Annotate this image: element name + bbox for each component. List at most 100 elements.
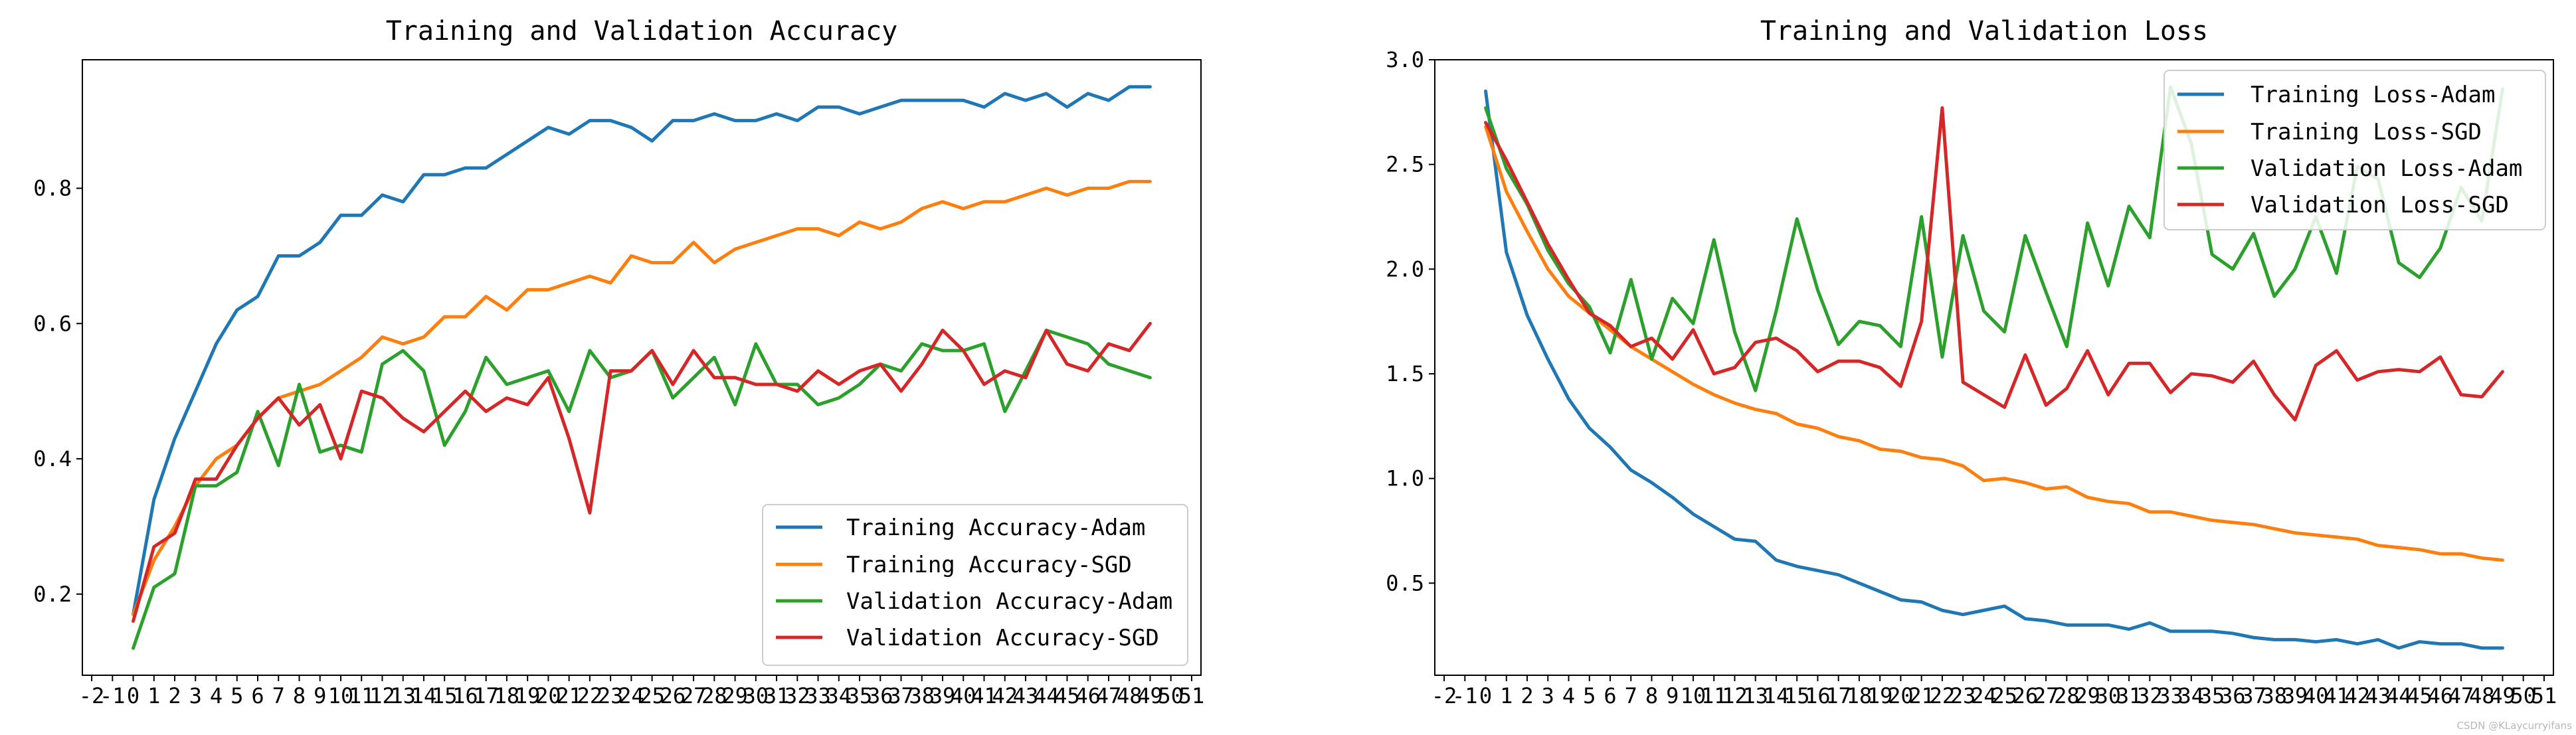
accuracy-x-tick-label: 7	[272, 683, 285, 708]
loss-x-tick-label: 44	[2386, 683, 2412, 708]
accuracy-x-tick-label: 12	[369, 683, 395, 708]
accuracy-y-tick-label: 0.4	[33, 446, 72, 471]
accuracy-chart-title: Training and Validation Accuracy	[386, 16, 898, 46]
loss-y-tick-label: 1.0	[1386, 466, 1424, 491]
accuracy-x-tick-label: 33	[805, 683, 831, 708]
accuracy-x-tick-label: 25	[639, 683, 665, 708]
series-line-validation-loss-adam	[1484, 85, 2504, 392]
accuracy-x-tick-label: 14	[411, 683, 437, 708]
legend-label-training-accuracy-adam: Training Accuracy-Adam	[846, 515, 1145, 541]
accuracy-x-tick-label: 30	[743, 683, 769, 708]
loss-plot-frame	[1434, 59, 2554, 676]
accuracy-x-tick-label: 28	[701, 683, 727, 708]
accuracy-x-tick-label: 11	[349, 683, 375, 708]
accuracy-x-tick-label: 8	[293, 683, 306, 708]
accuracy-x-tick-label: 3	[189, 683, 202, 708]
loss-x-tick-label: 18	[1847, 683, 1873, 708]
loss-x-tick-label: 29	[2074, 683, 2100, 708]
accuracy-x-tick-label: 2	[168, 683, 181, 708]
accuracy-x-tick-label: 24	[618, 683, 644, 708]
loss-x-tick-label: 27	[2033, 683, 2059, 708]
legend-label-validation-accuracy-adam: Validation Accuracy-Adam	[846, 588, 1172, 615]
series-line-training-loss-sgd	[1484, 125, 2504, 562]
loss-x-tick-label: 7	[1625, 683, 1637, 708]
accuracy-x-tick-label: 43	[1013, 683, 1039, 708]
loss-y-tick-label: 2.0	[1386, 256, 1424, 282]
loss-x-tick-label: 33	[2158, 683, 2183, 708]
accuracy-x-tick-label: 26	[660, 683, 686, 708]
loss-x-tick-label: 45	[2407, 683, 2433, 708]
loss-x-tick-label: 46	[2427, 683, 2453, 708]
accuracy-x-tick-label: 6	[251, 683, 264, 708]
loss-y-tick-label: 1.5	[1386, 361, 1424, 386]
loss-x-tick-label: 50	[2510, 683, 2536, 708]
accuracy-x-tick-label: 51	[1179, 683, 1205, 708]
accuracy-legend: Training Accuracy-Adam Training Accuracy…	[762, 504, 1188, 666]
loss-x-tick-label: 48	[2469, 683, 2495, 708]
loss-chart-title: Training and Validation Loss	[1760, 16, 2208, 46]
legend-label-validation-loss-sgd: Validation Loss-SGD	[2251, 192, 2509, 218]
accuracy-x-tick-label: 32	[784, 683, 810, 708]
loss-x-tick-label: 20	[1888, 683, 1914, 708]
accuracy-x-tick-label: 13	[390, 683, 416, 708]
legend-label-training-accuracy-sgd: Training Accuracy-SGD	[846, 552, 1132, 578]
loss-x-tick-label: 4	[1562, 683, 1575, 708]
loss-x-tick-label: 2	[1520, 683, 1533, 708]
loss-x-tick-label: 23	[1950, 683, 1976, 708]
accuracy-x-tick-label: 42	[992, 683, 1018, 708]
loss-x-tick-label: 21	[1908, 683, 1934, 708]
loss-chart: Training and Validation Loss -2-1 0 1 2 3 4 5 6…	[1386, 16, 2557, 708]
accuracy-x-tick-label: 44	[1034, 683, 1059, 708]
accuracy-x-tick-label: 49	[1137, 683, 1163, 708]
loss-x-tick-label: 40	[2303, 683, 2329, 708]
loss-x-tick-label: 43	[2365, 683, 2391, 708]
loss-x-tick-label: 10	[1681, 683, 1706, 708]
loss-x-tick-label: 11	[1701, 683, 1727, 708]
accuracy-x-tick-label: 4	[210, 683, 223, 708]
accuracy-x-tick-label: 46	[1075, 683, 1101, 708]
loss-x-tick-label: 32	[2137, 683, 2163, 708]
loss-x-tick-label: 8	[1645, 683, 1658, 708]
loss-y-tick-label: 0.5	[1386, 570, 1424, 596]
loss-x-tick-label: 14	[1764, 683, 1790, 708]
loss-x-tick-label: 19	[1867, 683, 1893, 708]
loss-x-tick-label: 0	[1479, 683, 1492, 708]
accuracy-plot-frame	[82, 59, 1202, 676]
loss-x-tick-label: 6	[1604, 683, 1616, 708]
accuracy-x-tick-label: 48	[1117, 683, 1143, 708]
loss-x-tick-label: 26	[2013, 683, 2039, 708]
accuracy-x-tick-label: 15	[432, 683, 458, 708]
accuracy-x-tick-label: 29	[722, 683, 748, 708]
accuracy-x-tick-label: 27	[681, 683, 707, 708]
series-line-training-loss-adam	[1484, 89, 2504, 650]
accuracy-y-tick-label: 0.8	[33, 176, 72, 201]
accuracy-x-tick-label: 18	[494, 683, 520, 708]
loss-y-tick-label: 3.0	[1386, 47, 1424, 72]
accuracy-x-tick-label: 22	[577, 683, 603, 708]
loss-x-tick-label: 12	[1722, 683, 1748, 708]
series-line-training-accuracy-adam	[132, 85, 1152, 616]
accuracy-x-tick-label: 17	[473, 683, 499, 708]
accuracy-x-tick-label: 1	[147, 683, 160, 708]
accuracy-x-tick-label: 38	[909, 683, 935, 708]
series-line-validation-loss-sgd	[1484, 106, 2504, 422]
loss-legend: Training Loss-Adam Training Loss-SGD Val…	[2163, 70, 2546, 230]
accuracy-x-tick-label: 34	[826, 683, 852, 708]
legend-label-validation-loss-adam: Validation Loss-Adam	[2251, 155, 2522, 182]
accuracy-x-tick-label: 5	[230, 683, 243, 708]
loss-x-tick-label: 38	[2262, 683, 2288, 708]
loss-x-tick-label: 15	[1784, 683, 1810, 708]
loss-y-tick-label: 2.5	[1386, 152, 1424, 177]
accuracy-y-tick-label: 0.2	[33, 582, 72, 607]
accuracy-x-tick-label: 36	[868, 683, 893, 708]
accuracy-x-tick-label: 41	[971, 683, 997, 708]
loss-x-tick-label: 25	[1991, 683, 2017, 708]
loss-x-tick-label: 5	[1583, 683, 1596, 708]
loss-x-tick-label: 30	[2096, 683, 2122, 708]
loss-x-tick-label: 1	[1500, 683, 1513, 708]
accuracy-x-tick-label: 50	[1158, 683, 1184, 708]
legend-label-training-loss-adam: Training Loss-Adam	[2251, 82, 2495, 108]
loss-axis-ticks: -2-1 0 1 2 3 4 5 6 7 8 9 10111213141516171819202122…	[1386, 47, 2557, 708]
accuracy-axis-ticks: -2-1 0 1 2 3 4 5 6 7 8 9 10111213141516171819202122…	[33, 176, 1204, 708]
